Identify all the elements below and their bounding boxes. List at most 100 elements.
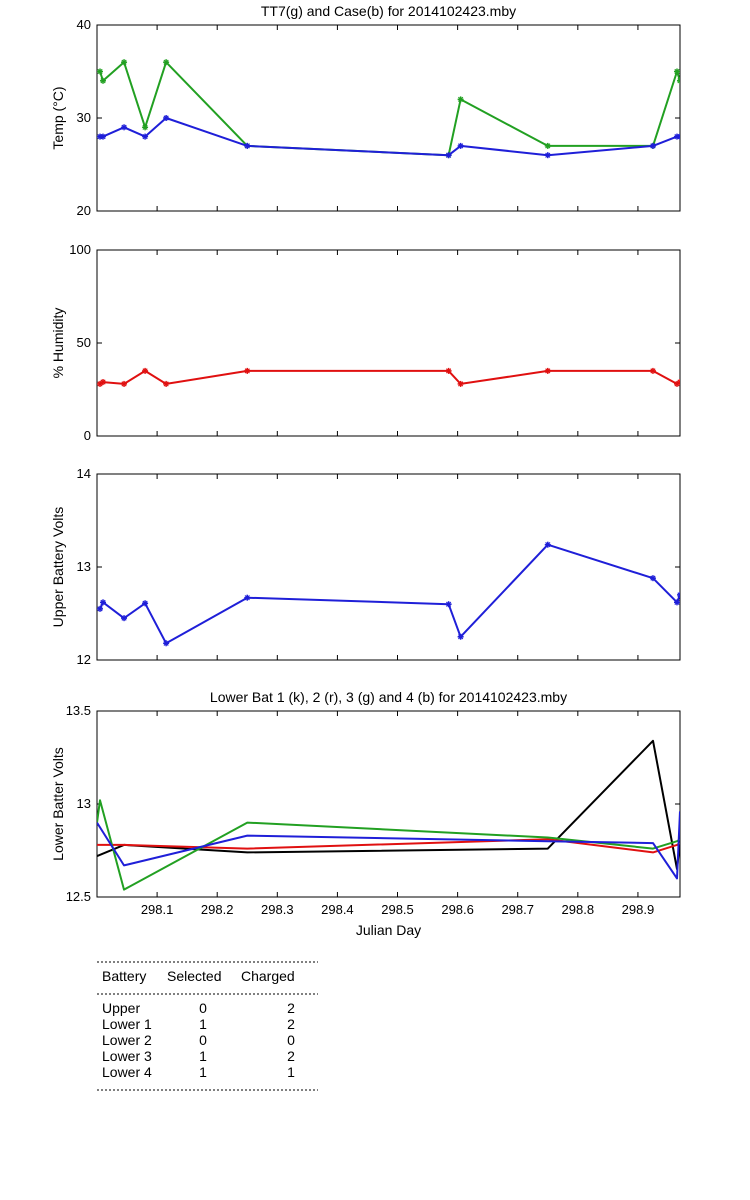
- y-tick-label: 13: [77, 796, 91, 811]
- y-axis-label: Temp (°C): [50, 86, 66, 149]
- data-point: [673, 599, 680, 606]
- data-point: [677, 77, 680, 84]
- data-point: [142, 600, 149, 607]
- series-line-4: [97, 811, 680, 880]
- data-point: [544, 152, 551, 159]
- table-row-label: Lower 4: [102, 1064, 152, 1080]
- data-point: [457, 380, 464, 387]
- data-point: [142, 367, 149, 374]
- y-tick-label: 100: [69, 242, 91, 257]
- data-point: [142, 133, 149, 140]
- table-cell: 1: [287, 1064, 295, 1080]
- series-group: [97, 739, 680, 891]
- data-point: [121, 124, 128, 131]
- data-point: [97, 605, 104, 612]
- data-point: [121, 615, 128, 622]
- y-tick-label: 13: [77, 559, 91, 574]
- y-tick-label: 20: [77, 203, 91, 218]
- x-tick-label: 298.6: [441, 902, 474, 917]
- x-tick-label: 298.9: [622, 902, 655, 917]
- data-point: [163, 59, 170, 66]
- data-point: [457, 633, 464, 640]
- table-header: Charged: [241, 968, 295, 984]
- data-point: [121, 380, 128, 387]
- table-cell: 2: [287, 1016, 295, 1032]
- y-tick-label: 14: [77, 466, 91, 481]
- data-point: [649, 367, 656, 374]
- table-cell: 1: [199, 1016, 207, 1032]
- data-point: [163, 380, 170, 387]
- table-row-label: Lower 1: [102, 1016, 152, 1032]
- series-line-1: [99, 61, 680, 157]
- data-point: [457, 96, 464, 103]
- table-cell: 0: [199, 1000, 207, 1016]
- data-point: [244, 367, 251, 374]
- y-tick-label: 0: [84, 428, 91, 443]
- y-axis-label: % Humidity: [50, 308, 66, 379]
- table-cell: 0: [287, 1032, 295, 1048]
- series-line-2: [100, 117, 680, 157]
- chart-upper-battery: 12 13 14 Upper Battery Volts: [50, 466, 681, 667]
- series-group: [97, 59, 680, 159]
- y-axis-label: Upper Battery Volts: [50, 507, 66, 628]
- x-tick-label: 298.4: [321, 902, 354, 917]
- data-point: [544, 541, 551, 548]
- data-point: [142, 124, 149, 131]
- y-tick-label: 50: [77, 335, 91, 350]
- data-point: [677, 133, 680, 140]
- series-line-2: [97, 838, 680, 854]
- y-tick-label: 13.5: [66, 703, 91, 718]
- table-cell: 0: [199, 1032, 207, 1048]
- series-line-3: [97, 799, 680, 891]
- y-tick-label: 12: [77, 652, 91, 667]
- chart-title: Lower Bat 1 (k), 2 (r), 3 (g) and 4 (b) …: [210, 689, 567, 705]
- table-row-label: Lower 2: [102, 1032, 152, 1048]
- data-point: [544, 367, 551, 374]
- table-cell: 1: [199, 1048, 207, 1064]
- x-tick-label: 298.1: [141, 902, 174, 917]
- table-header: Battery: [102, 968, 146, 984]
- table-cell: 2: [287, 1048, 295, 1064]
- chart-humidity: 0 50 100 % Humidity: [50, 242, 681, 443]
- data-point: [100, 77, 107, 84]
- data-point: [100, 133, 107, 140]
- data-point: [244, 594, 251, 601]
- y-tick-label: 12.5: [66, 889, 91, 904]
- axes-frame: [96, 24, 681, 212]
- x-axis-label: Julian Day: [356, 922, 421, 938]
- chart-temp: 20 30 40 TT7(g) and Case(b) for 2014102423.…: [50, 3, 681, 218]
- chart-lower-battery: 12.5 13 13.5 298.1 298.2 298.3 298.4 298.5 298.6…: [50, 689, 681, 938]
- data-point: [457, 142, 464, 149]
- data-point: [649, 575, 656, 582]
- data-point: [244, 142, 251, 149]
- data-point: [649, 142, 656, 149]
- table-header: Selected: [167, 968, 221, 984]
- data-point: [121, 59, 128, 66]
- data-point: [163, 640, 170, 647]
- data-point: [97, 68, 104, 75]
- data-point: [100, 379, 107, 386]
- data-point: [677, 591, 680, 598]
- data-point: [100, 599, 107, 606]
- x-tick-label: 298.8: [562, 902, 595, 917]
- axes-frame: [96, 249, 681, 437]
- data-point: [445, 367, 452, 374]
- series-group: [97, 367, 680, 387]
- y-tick-label: 40: [77, 17, 91, 32]
- data-point: [544, 142, 551, 149]
- data-point: [445, 601, 452, 608]
- chart-title: TT7(g) and Case(b) for 2014102423.mby: [261, 3, 516, 19]
- table-cell: 1: [199, 1064, 207, 1080]
- table-row-label: Lower 3: [102, 1048, 152, 1064]
- x-tick-label: 298.5: [381, 902, 414, 917]
- series-group: [97, 541, 680, 647]
- table-row-label: Upper: [102, 1000, 140, 1016]
- y-axis-label: Lower Batter Volts: [50, 747, 66, 861]
- x-tick-label: 298.7: [501, 902, 534, 917]
- data-point: [677, 379, 680, 386]
- chart-panels: 20 30 40 TT7(g) and Case(b) for 2014102423.…: [50, 3, 681, 938]
- data-point: [445, 152, 452, 159]
- series-line-1: [99, 369, 680, 385]
